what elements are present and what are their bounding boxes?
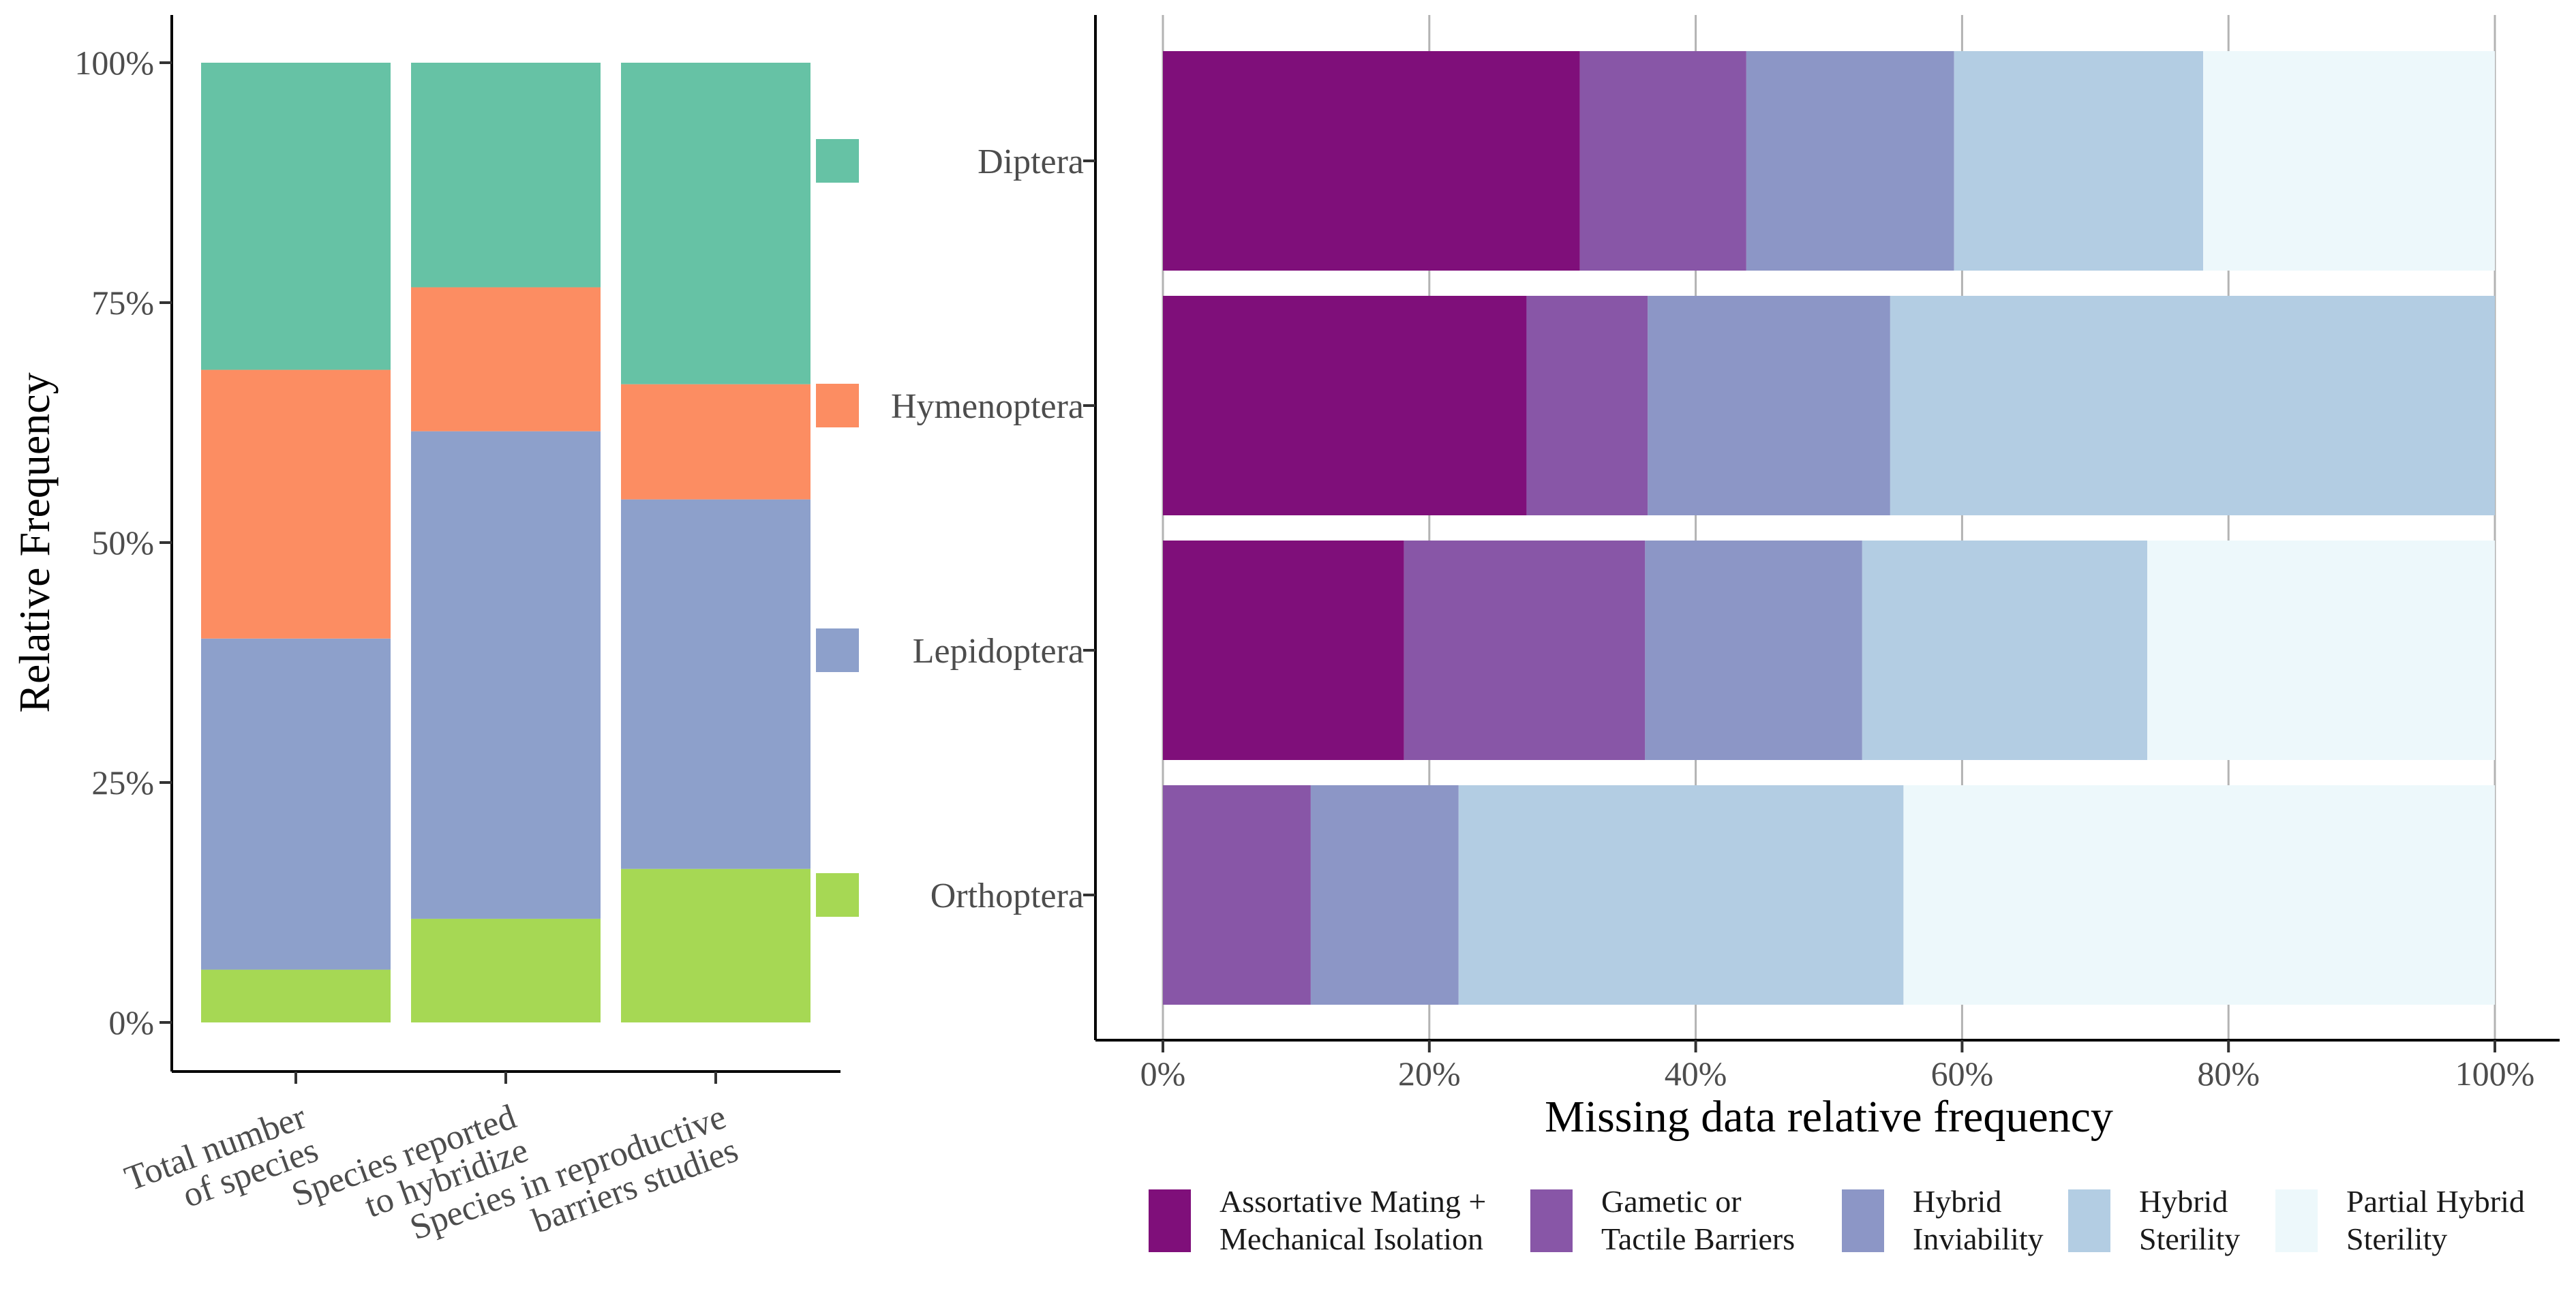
right-bar-segment-4 — [1954, 51, 2204, 271]
right-bar-segment-5 — [2147, 541, 2495, 760]
legend-label-line: Sterility — [2139, 1221, 2240, 1256]
right-bar-segment-4 — [1862, 541, 2148, 760]
left-legend-key-orthoptera — [816, 873, 859, 917]
legend-label-line: Gametic or — [1601, 1184, 1742, 1219]
legend-label-line: Tactile Barriers — [1601, 1221, 1795, 1256]
left-bar-segment-hymenoptera — [201, 369, 391, 639]
left-bar-segment-orthoptera — [411, 918, 601, 1022]
left-bar-segment-lepidoptera — [201, 638, 391, 970]
right-bar-segment-3 — [1310, 785, 1459, 1005]
left-bar-segment-lepidoptera — [411, 431, 601, 919]
right-y-tick-label: Hymenoptera — [891, 387, 1084, 426]
left-legend-key-lepidoptera — [816, 628, 859, 672]
left-y-tick-label: 0% — [108, 1003, 154, 1042]
legend-label-line: Hybrid — [1913, 1184, 2001, 1219]
right-bar-segment-4 — [1458, 785, 1904, 1005]
legend-swatch-3 — [1842, 1189, 1884, 1252]
left-bar-segment-lepidoptera — [621, 499, 810, 869]
left-y-tick-label: 100% — [74, 44, 154, 82]
legend-swatch-4 — [2068, 1189, 2110, 1252]
left-bar-segment-diptera — [621, 63, 810, 384]
right-bar-segment-3 — [1648, 296, 1890, 515]
left-bar-segment-orthoptera — [621, 868, 810, 1022]
right-bar-segment-5 — [2203, 51, 2495, 271]
right-bar-segment-4 — [1890, 296, 2495, 515]
legend-item: Assortative Mating +Mechanical Isolation — [1149, 1184, 1486, 1256]
right-bar-segment-3 — [1746, 51, 1954, 271]
right-bar-segment-1 — [1163, 296, 1527, 515]
left-chart: 0% 25% 50% 75% 100% Relative Frequency Total n… — [10, 15, 859, 1247]
right-bar-segment-1 — [1163, 541, 1404, 760]
left-legend-key-diptera — [816, 139, 859, 183]
left-y-tick-label: 50% — [91, 523, 154, 562]
legend-label-line: Hybrid — [2139, 1184, 2228, 1219]
legend-swatch-5 — [2275, 1189, 2318, 1252]
right-bar-segment-2 — [1579, 51, 1746, 271]
legend-swatch-1 — [1149, 1189, 1191, 1252]
right-y-tick-label: Diptera — [978, 142, 1084, 181]
right-chart: Diptera Hymenoptera Lepidoptera Orthoptera 0… — [891, 15, 2560, 1256]
right-x-axis-title: Missing data relative frequency — [1545, 1092, 2113, 1142]
legend-swatch-2 — [1530, 1189, 1573, 1252]
legend-label-line: Mechanical Isolation — [1219, 1221, 1483, 1256]
left-y-tick-label: 25% — [91, 763, 154, 802]
legend-label-line: Sterility — [2346, 1221, 2447, 1256]
right-bar-segment-1 — [1163, 51, 1580, 271]
left-bar-segment-diptera — [411, 63, 601, 288]
right-bar-segment-5 — [1903, 785, 2495, 1005]
left-legend-key-hymenoptera — [816, 384, 859, 427]
legend-label-line: Assortative Mating + — [1219, 1184, 1486, 1219]
right-y-tick-label: Lepidoptera — [913, 632, 1084, 671]
right-x-tick-label: 80% — [2197, 1054, 2260, 1093]
right-bar-segment-2 — [1404, 541, 1646, 760]
right-x-tick-label: 60% — [1931, 1054, 1994, 1093]
left-bar-segment-hymenoptera — [621, 384, 810, 500]
right-bar-segment-3 — [1645, 541, 1862, 760]
legend-label-line: Inviability — [1913, 1221, 2044, 1256]
right-bar-segment-2 — [1163, 785, 1311, 1005]
right-x-tick-label: 40% — [1665, 1054, 1727, 1093]
right-y-tick-label: Orthoptera — [930, 877, 1084, 915]
right-x-tick-label: 20% — [1398, 1054, 1461, 1093]
legend-label-line: Partial Hybrid — [2346, 1184, 2525, 1219]
left-bar-segment-orthoptera — [201, 969, 391, 1022]
right-bar-segment-2 — [1526, 296, 1648, 515]
left-bar-segment-hymenoptera — [411, 287, 601, 431]
right-x-tick-label: 0% — [1140, 1054, 1186, 1093]
left-y-axis-title: Relative Frequency — [10, 372, 59, 712]
left-bar-segment-diptera — [201, 63, 391, 370]
left-y-tick-label: 75% — [91, 284, 154, 322]
right-x-tick-label: 100% — [2455, 1054, 2535, 1093]
